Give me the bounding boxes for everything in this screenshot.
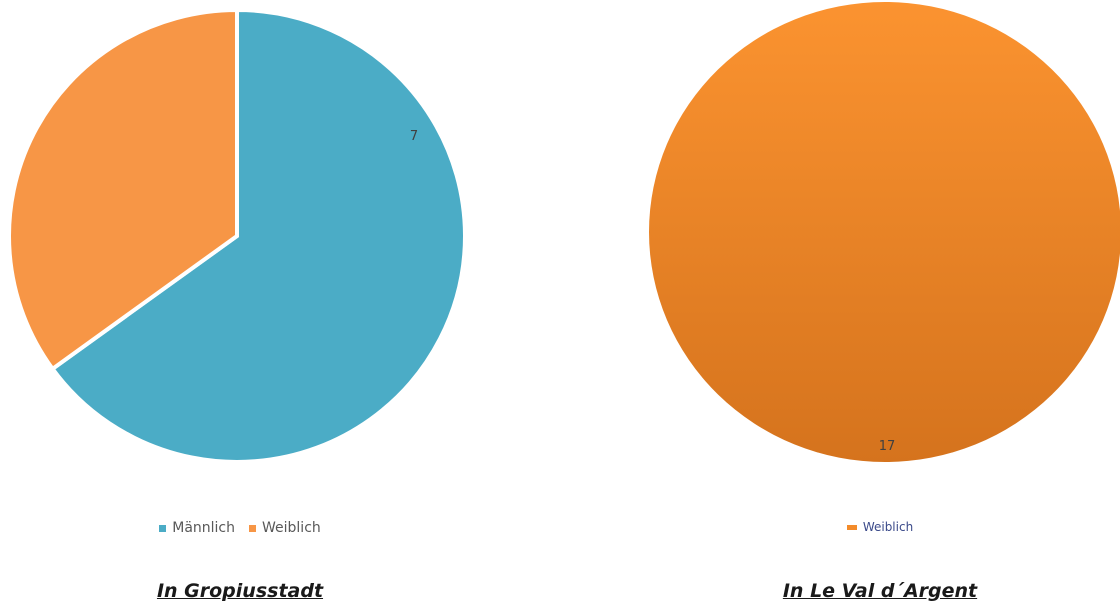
chart-title-gropiusstadt: In Gropiusstadt	[156, 580, 324, 602]
legend-item-maennlich: Männlich	[159, 520, 235, 536]
legend-swatch-weiblich-2	[846, 524, 857, 530]
pie-slice-weiblich	[649, 2, 1120, 462]
pie-slice-m-nnlich	[49, 7, 467, 464]
chart-title-val-dargent: In Le Val d´Argent	[782, 580, 978, 602]
pie-gropiusstadt: 137	[7, 7, 467, 464]
legend-val-dargent: Weiblich	[640, 520, 1120, 534]
chart-gropiusstadt: 137 Männlich Weiblich In Gropiusstadt	[0, 0, 480, 610]
legend-label-maennlich: Männlich	[172, 520, 235, 536]
legend-label-weiblich: Weiblich	[262, 520, 321, 536]
legend-swatch-weiblich	[249, 524, 256, 532]
pie-val-dargent: 17	[649, 2, 1120, 462]
legend-item-weiblich-2: Weiblich	[846, 520, 914, 534]
chart-val-dargent: 17 Weiblich In Le Val d´Argent	[640, 0, 1120, 610]
data-label-weiblich: 17	[879, 439, 896, 454]
legend-gropiusstadt: Männlich Weiblich	[0, 520, 480, 536]
data-label-weiblich: 7	[410, 129, 418, 144]
legend-item-weiblich: Weiblich	[249, 520, 321, 536]
pie-slice-weiblich	[7, 7, 239, 372]
legend-swatch-maennlich	[159, 524, 167, 532]
legend-label-weiblich-2: Weiblich	[862, 520, 914, 534]
